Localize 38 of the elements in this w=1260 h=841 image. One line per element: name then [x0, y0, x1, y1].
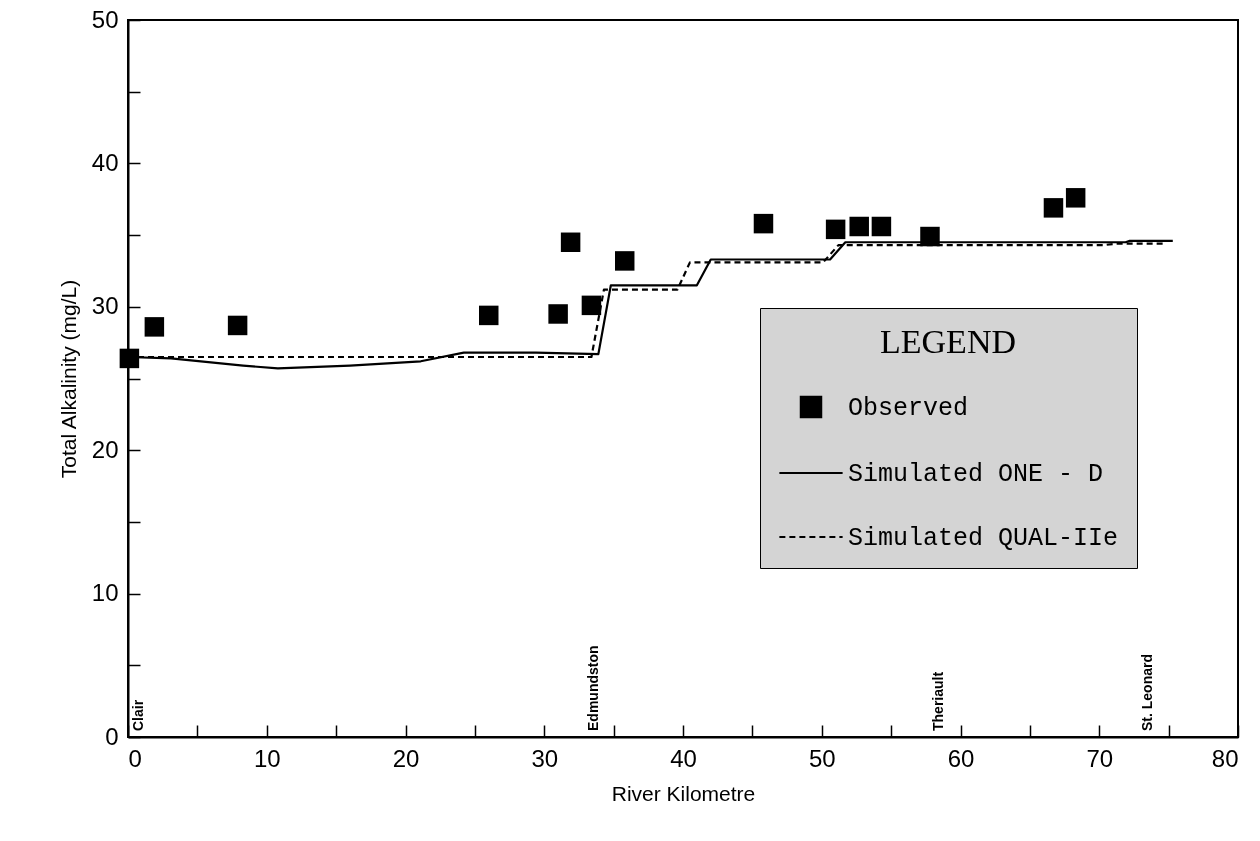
point: [479, 305, 499, 326]
annotation: St. Leonard: [1139, 653, 1156, 731]
point: [560, 232, 581, 253]
annotation: Edmundston: [585, 645, 602, 731]
x-tick-label: 40: [670, 744, 697, 772]
point: [753, 213, 774, 234]
x-tick-label: 70: [1086, 744, 1114, 772]
y-tick-label: 20: [91, 435, 119, 463]
y-tick-label: 0: [105, 722, 119, 750]
legend-label: Simulated QUAL-IIe: [848, 524, 1119, 553]
x-tick-label: 20: [392, 744, 420, 772]
annotation: Clair: [130, 699, 147, 731]
y-tick-label: 30: [91, 292, 119, 320]
point: [614, 251, 635, 271]
x-axis-title: River Kilometre: [611, 781, 756, 805]
point: [1043, 198, 1064, 218]
x-tick-label: 80: [1211, 744, 1239, 772]
x-tick-label: 30: [531, 744, 559, 772]
point: [581, 295, 602, 316]
legend-title: LEGEND: [880, 323, 1016, 360]
y-tick-label: 40: [91, 148, 119, 176]
point: [227, 315, 248, 336]
x-tick-label: 10: [253, 744, 281, 772]
point: [871, 216, 892, 237]
point: [1065, 188, 1086, 208]
point: [548, 304, 568, 324]
y-tick-label: 50: [91, 5, 119, 33]
legend-label: Simulated ONE - D: [848, 460, 1104, 489]
x-tick-label: 0: [128, 744, 142, 772]
legend-label: Observed: [848, 394, 969, 423]
y-tick-label: 10: [91, 579, 119, 607]
x-tick-label: 60: [947, 744, 975, 772]
y-axis-title: Total Alkalinity (mg/L): [56, 279, 80, 479]
x-tick-label: 50: [808, 744, 836, 772]
point: [849, 216, 869, 237]
point: [825, 219, 846, 240]
point: [144, 317, 165, 337]
annotation: Theriault: [930, 671, 947, 731]
